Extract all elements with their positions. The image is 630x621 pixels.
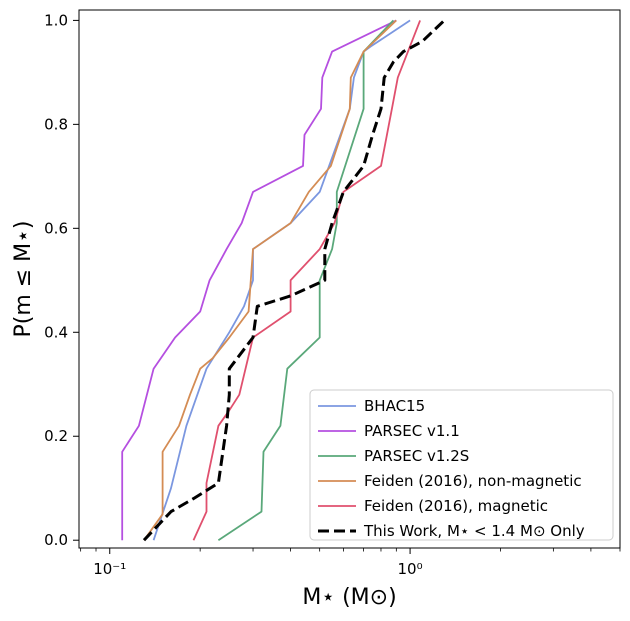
series-line-5	[192, 20, 421, 541]
series-line-2	[121, 19, 397, 541]
legend-entry-1: BHAC15	[364, 397, 425, 415]
series-layer	[121, 19, 446, 542]
plot-frame	[78, 9, 621, 549]
y-tick-label: 1.0	[44, 11, 68, 29]
x-tick-label: 10⁰	[398, 560, 423, 578]
legend: BHAC15 PARSEC v1.1 PARSEC v1.2S Feiden (201…	[309, 389, 614, 541]
legend-entry-5: Feiden (2016), magnetic	[364, 497, 548, 515]
series-line-6	[142, 19, 446, 542]
y-tick-label: 0.8	[44, 115, 68, 133]
y-axis-label: P(m ≤ M⋆)	[11, 220, 36, 337]
legend-entry-2: PARSEC v1.1	[364, 422, 460, 440]
legend-box	[309, 389, 614, 541]
y-tick-label: 0.4	[44, 323, 68, 341]
legend-entry-3: PARSEC v1.2S	[364, 447, 469, 465]
y-tick-label: 0.6	[44, 219, 68, 237]
legend-entry-4: Feiden (2016), non-magnetic	[364, 472, 582, 490]
y-tick-label: 0.0	[44, 531, 68, 549]
x-tick-label: 10⁻¹	[93, 560, 126, 578]
series-line-3	[217, 19, 395, 541]
y-tick-label: 0.2	[44, 427, 68, 445]
tick-layer: 10⁻¹ 10⁰ 0.0 0.2 0.4 0.6 0.8 1.0	[44, 11, 621, 578]
legend-entry-6: This Work, M⋆ < 1.4 M⊙ Only	[363, 522, 585, 540]
series-line-4	[143, 19, 397, 541]
x-axis-label: M⋆ (M⊙)	[302, 585, 396, 610]
